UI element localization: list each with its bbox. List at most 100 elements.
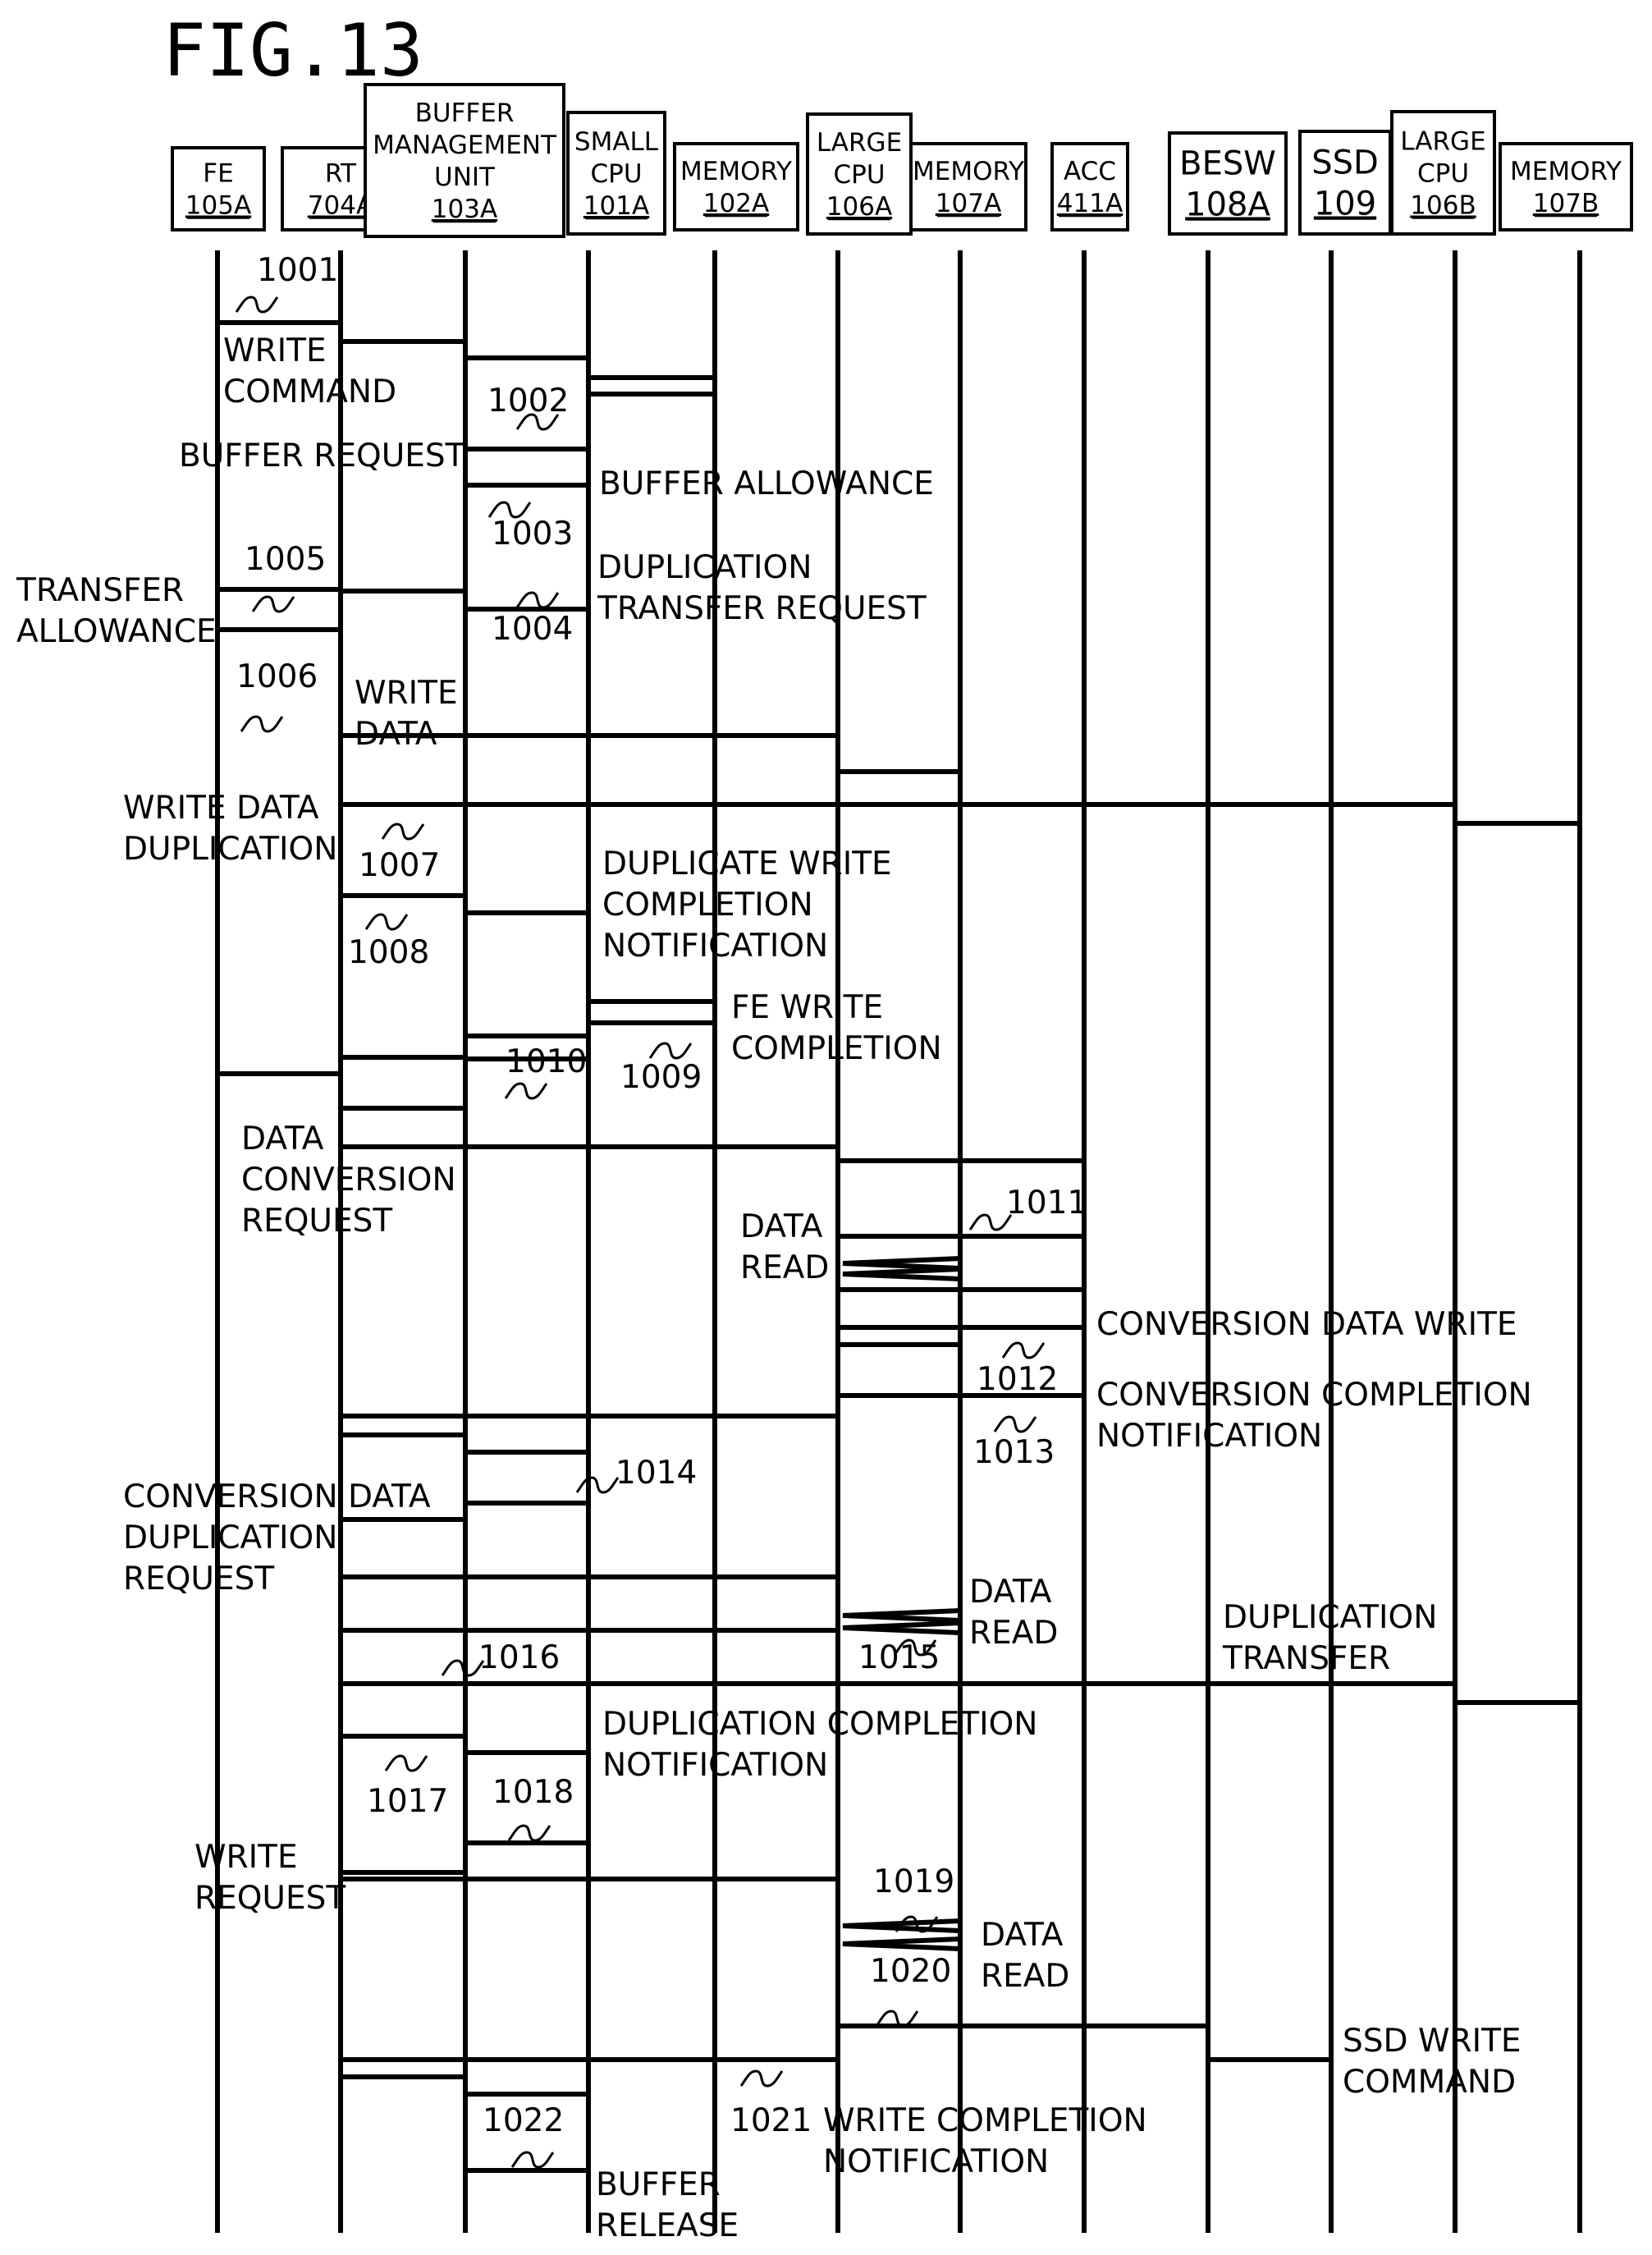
participant-ref: 107A <box>936 189 1001 218</box>
leader-squiggle <box>739 2069 784 2088</box>
reference-number: 1018 <box>492 1774 574 1811</box>
participant-ref: 101A <box>583 191 649 221</box>
reference-numbers: 1001 1002 1003 1004 1005 1006 1007 1008 1009 1010… <box>236 252 1087 2139</box>
participant-ref: 105A <box>185 191 251 221</box>
participant-name: CPU <box>590 159 642 189</box>
reference-number: 1014 <box>615 1455 697 1492</box>
participant-bmu: BUFFER MANAGEMENT UNIT 103A <box>364 83 565 238</box>
message-label-line: WRITE <box>355 675 458 712</box>
participant-box <box>1168 131 1288 236</box>
message-label: SSD WRITE COMMAND <box>1343 2023 1522 2101</box>
participant-name: MEMORY <box>913 157 1024 186</box>
participant-ref: 107B <box>1533 189 1599 218</box>
participant-ssd: SSD 109 <box>1298 130 1392 236</box>
message-label-line: DATA <box>355 716 437 753</box>
participant-ref: 102A <box>703 189 769 218</box>
message-label: DUPLICATE WRITE COMPLETION NOTIFICATION <box>602 846 892 965</box>
message-label: WRITE REQUEST <box>194 1839 346 1917</box>
reference-number: 1016 <box>478 1639 560 1676</box>
message-label: DATA READ <box>740 1208 829 1286</box>
message-label-line: NOTIFICATION <box>602 928 828 965</box>
message-label-line: NOTIFICATION <box>1096 1418 1322 1455</box>
reference-number: 1011 <box>1006 1185 1087 1221</box>
leader-squiggle <box>515 591 560 609</box>
message-arrow-mem107a-to-lcpuA <box>842 1256 960 1268</box>
message-label: CONVERSION COMPLETION NOTIFICATION <box>1096 1377 1532 1455</box>
reference-number: 1020 <box>870 1953 951 1990</box>
participant-name: CPU <box>833 160 885 190</box>
message-label-line: TRANSFER <box>1222 1640 1390 1677</box>
message-label: DATA CONVERSION REQUEST <box>241 1121 456 1240</box>
leader-squiggle <box>510 2151 555 2169</box>
message-label-line: NOTIFICATION <box>823 2143 1049 2180</box>
reference-number: 1021 <box>730 2102 812 2139</box>
reference-number: 1003 <box>492 516 573 552</box>
message-label-line: ALLOWANCE <box>16 613 217 650</box>
message-label: DUPLICATION TRANSFER <box>1222 1599 1437 1677</box>
message-label: WRITE COMPLETION NOTIFICATION <box>823 2102 1147 2180</box>
reference-number: 1005 <box>245 541 326 578</box>
participant-box <box>566 111 666 236</box>
message-label-line: DATA <box>241 1121 324 1157</box>
participant-name: MEMORY <box>680 157 792 186</box>
reference-number: 1022 <box>483 2102 564 2139</box>
leader-squiggle <box>504 1082 548 1100</box>
reference-number: 1004 <box>492 611 573 648</box>
message-label-line: FE WRITE <box>731 989 883 1026</box>
message-label-line: READ <box>740 1249 829 1286</box>
message-label-line: CONVERSION COMPLETION <box>1096 1377 1532 1414</box>
reference-number: 1012 <box>977 1361 1058 1398</box>
leader-squiggle <box>895 1915 939 1933</box>
message-label-line: DUPLICATION COMPLETION <box>602 1706 1037 1743</box>
participant-box <box>171 146 266 231</box>
message-label-line: BUFFER REQUEST <box>179 438 465 474</box>
message-label-line: SSD WRITE <box>1343 2023 1522 2060</box>
leader-squiggle <box>384 1754 428 1772</box>
participant-box <box>1298 130 1392 236</box>
message-label-line: BUFFER <box>596 2166 721 2203</box>
message-label-line: WRITE <box>194 1839 298 1876</box>
message-label: WRITE DATA DUPLICATION <box>123 790 337 868</box>
message-label-line: COMPLETION <box>731 1030 942 1067</box>
participant-name: SMALL <box>574 127 659 157</box>
message-label-line: DUPLICATE WRITE <box>602 846 892 882</box>
participant-box <box>364 83 565 238</box>
participant-ref: 109 <box>1314 186 1376 223</box>
message-label: BUFFER REQUEST <box>179 438 465 474</box>
participant-name: SSD <box>1311 144 1379 182</box>
leader-squiggle <box>235 296 279 314</box>
figure-title: FIG.13 <box>162 8 423 93</box>
participant-acc: ACC 411A <box>1050 142 1129 231</box>
participant-name: BESW <box>1179 145 1276 183</box>
message-label-line: COMMAND <box>1343 2064 1516 2101</box>
message-label-line: CONVERSION <box>241 1162 456 1199</box>
message-label: DUPLICATION COMPLETION NOTIFICATION <box>602 1706 1037 1784</box>
message-label: CONVERSION DATA DUPLICATION REQUEST <box>123 1478 431 1597</box>
message-label-line: CONVERSION DATA WRITE <box>1096 1306 1517 1343</box>
message-arrow-mem107a-to-lcpuA <box>842 1608 960 1620</box>
message-label: TRANSFER ALLOWANCE <box>16 572 217 650</box>
reference-number: 1007 <box>359 847 440 884</box>
message-label: DUPLICATION TRANSFER REQUEST <box>597 549 927 627</box>
participant-name: CPU <box>1417 159 1469 189</box>
message-arrow-mem107a-to-lcpuA <box>842 1918 960 1931</box>
message-label-line: REQUEST <box>194 1880 346 1917</box>
participant-ref: 103A <box>432 195 497 224</box>
participant-ref: 106A <box>826 192 892 222</box>
participant-box <box>1390 110 1496 236</box>
message-arrow-mem107a-to-lcpuA <box>842 1936 960 1949</box>
message-label-line: TRANSFER <box>16 572 184 609</box>
message-label: WRITE DATA <box>355 675 458 753</box>
message-label: WRITE COMMAND <box>223 332 396 410</box>
message-label-line: WRITE DATA <box>123 790 319 827</box>
message-arrow-mem107a-to-lcpuA <box>842 1267 960 1279</box>
participant-ref: 704A <box>308 191 373 221</box>
reference-number: 1008 <box>348 934 429 971</box>
message-label-line: DATA <box>969 1574 1052 1611</box>
